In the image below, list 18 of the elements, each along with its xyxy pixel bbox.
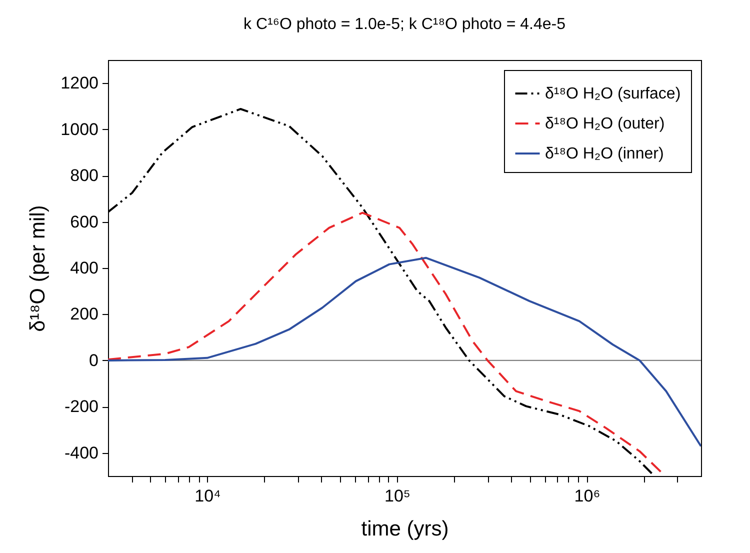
- legend-label: δ¹⁸O H₂O (outer): [545, 116, 665, 132]
- y-axis-title: δ¹⁸O (per mil): [26, 205, 50, 332]
- y-tick-label: -400: [64, 443, 98, 462]
- x-tick-label: 10⁴: [194, 486, 221, 506]
- y-tick-label: 1200: [60, 74, 98, 93]
- y-tick-label: -200: [64, 397, 98, 416]
- x-tick-label: 10⁵: [384, 486, 410, 506]
- legend-label: δ¹⁸O H₂O (inner): [545, 146, 664, 162]
- legend-label: δ¹⁸O H₂O (surface): [545, 86, 681, 102]
- x-tick-label: 10⁶: [574, 486, 600, 506]
- x-axis-title: time (yrs): [361, 518, 449, 540]
- chart-title: k C¹⁶O photo = 1.0e-5; k C¹⁸O photo = 4.4e-5: [244, 16, 566, 33]
- y-tick-label: 800: [70, 166, 98, 186]
- y-tick-label: 200: [70, 304, 98, 324]
- y-tick-label: 0: [89, 350, 98, 370]
- y-tick-label: 400: [70, 258, 98, 278]
- y-tick-label: 600: [70, 212, 98, 232]
- y-tick-label: 1000: [60, 120, 98, 139]
